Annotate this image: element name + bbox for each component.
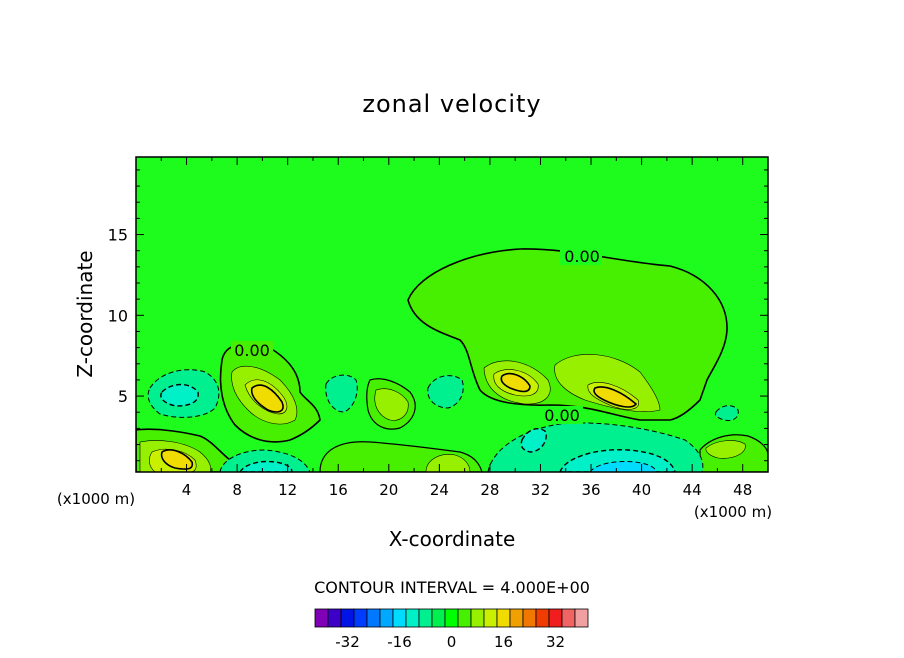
core-12-16-col: [250, 384, 284, 413]
colorbar-swatch: [314, 608, 329, 628]
y-tick-label: 10: [108, 306, 128, 325]
contour-label-top: 0.00: [564, 247, 600, 266]
colorbar-swatch: [379, 608, 394, 628]
plot-frame: [135, 156, 769, 473]
colorbar-swatch: [457, 608, 472, 628]
colorbar-swatch: [444, 608, 459, 628]
colorbar-swatch: [431, 608, 446, 628]
colorbar-labels: -32 -16 0 16 32: [335, 633, 565, 651]
colorbar-swatch: [548, 608, 563, 628]
negative-deep-bottom-right: [589, 461, 657, 472]
axis-ticks: [136, 157, 768, 472]
colorbar-swatch: [470, 608, 485, 628]
x-tick-label: 4: [182, 481, 192, 499]
negative-region-small1: [325, 374, 358, 413]
colorbar-tick-label: 32: [546, 633, 565, 651]
x-tick-label: 40: [632, 481, 651, 499]
contour-interval-text: CONTOUR INTERVAL = 4.000E+00: [314, 578, 590, 597]
core-12-16-hump2: [593, 386, 638, 408]
negative-region-44: [715, 405, 739, 421]
contour-label-mid: 0.00: [544, 406, 580, 425]
chart-title: zonal velocity: [362, 90, 541, 118]
y-tick-label: 15: [108, 226, 128, 245]
core-12-16-left: [160, 449, 194, 470]
band-4-8-mid: [374, 388, 409, 421]
colorbar-swatch: [509, 608, 524, 628]
colorbar-tick-label: -16: [387, 633, 412, 651]
colorbar-swatch: [574, 608, 589, 628]
colorbar-tick-label: 16: [494, 633, 513, 651]
colorbar-swatch: [483, 608, 498, 628]
colorbar-swatch: [340, 608, 355, 628]
colorbar-swatch: [496, 608, 511, 628]
band-4-8-right: [705, 440, 746, 459]
x-unit-left: (x1000 m): [57, 490, 135, 508]
contour-labels: 0.00 0.00 0.00: [231, 247, 602, 425]
x-tick-label: 8: [232, 481, 242, 499]
colorbar-swatch: [392, 608, 407, 628]
x-tick-label: 36: [581, 481, 600, 499]
colorbar-swatch: [535, 608, 550, 628]
colorbar-tick-label: 0: [447, 633, 457, 651]
negative-core-32: [520, 428, 547, 453]
contour-fields: [136, 248, 768, 472]
x-axis-label: X-coordinate: [389, 527, 516, 551]
x-tick-label: 48: [733, 481, 752, 499]
colorbar-swatch: [327, 608, 342, 628]
contour-label-left: 0.00: [234, 341, 270, 360]
colorbar-swatch: [405, 608, 420, 628]
colorbar-swatch: [561, 608, 576, 628]
x-tick-label: 28: [480, 481, 499, 499]
negative-core-left: [160, 383, 199, 407]
colorbar-swatch: [418, 608, 433, 628]
colorbar: [314, 608, 589, 628]
colorbar-tick-label: -32: [335, 633, 360, 651]
y-tick-label: 5: [118, 387, 128, 406]
x-tick-label: 44: [683, 481, 702, 499]
colorbar-swatch: [353, 608, 368, 628]
x-tick-label: 32: [531, 481, 550, 499]
core-12-16-hump: [500, 372, 531, 393]
x-tick-label: 12: [278, 481, 297, 499]
x-tick-label: 16: [329, 481, 348, 499]
negative-region-small2: [427, 375, 464, 409]
x-tick-label: 24: [430, 481, 449, 499]
band-4-8-bottom: [425, 454, 471, 472]
x-tick-label: 20: [379, 481, 398, 499]
negative-core-bottom: [239, 460, 293, 472]
y-axis-label: Z-coordinate: [73, 250, 97, 377]
x-unit-right: (x1000 m): [694, 503, 772, 521]
colorbar-swatch: [366, 608, 381, 628]
colorbar-swatch: [522, 608, 537, 628]
